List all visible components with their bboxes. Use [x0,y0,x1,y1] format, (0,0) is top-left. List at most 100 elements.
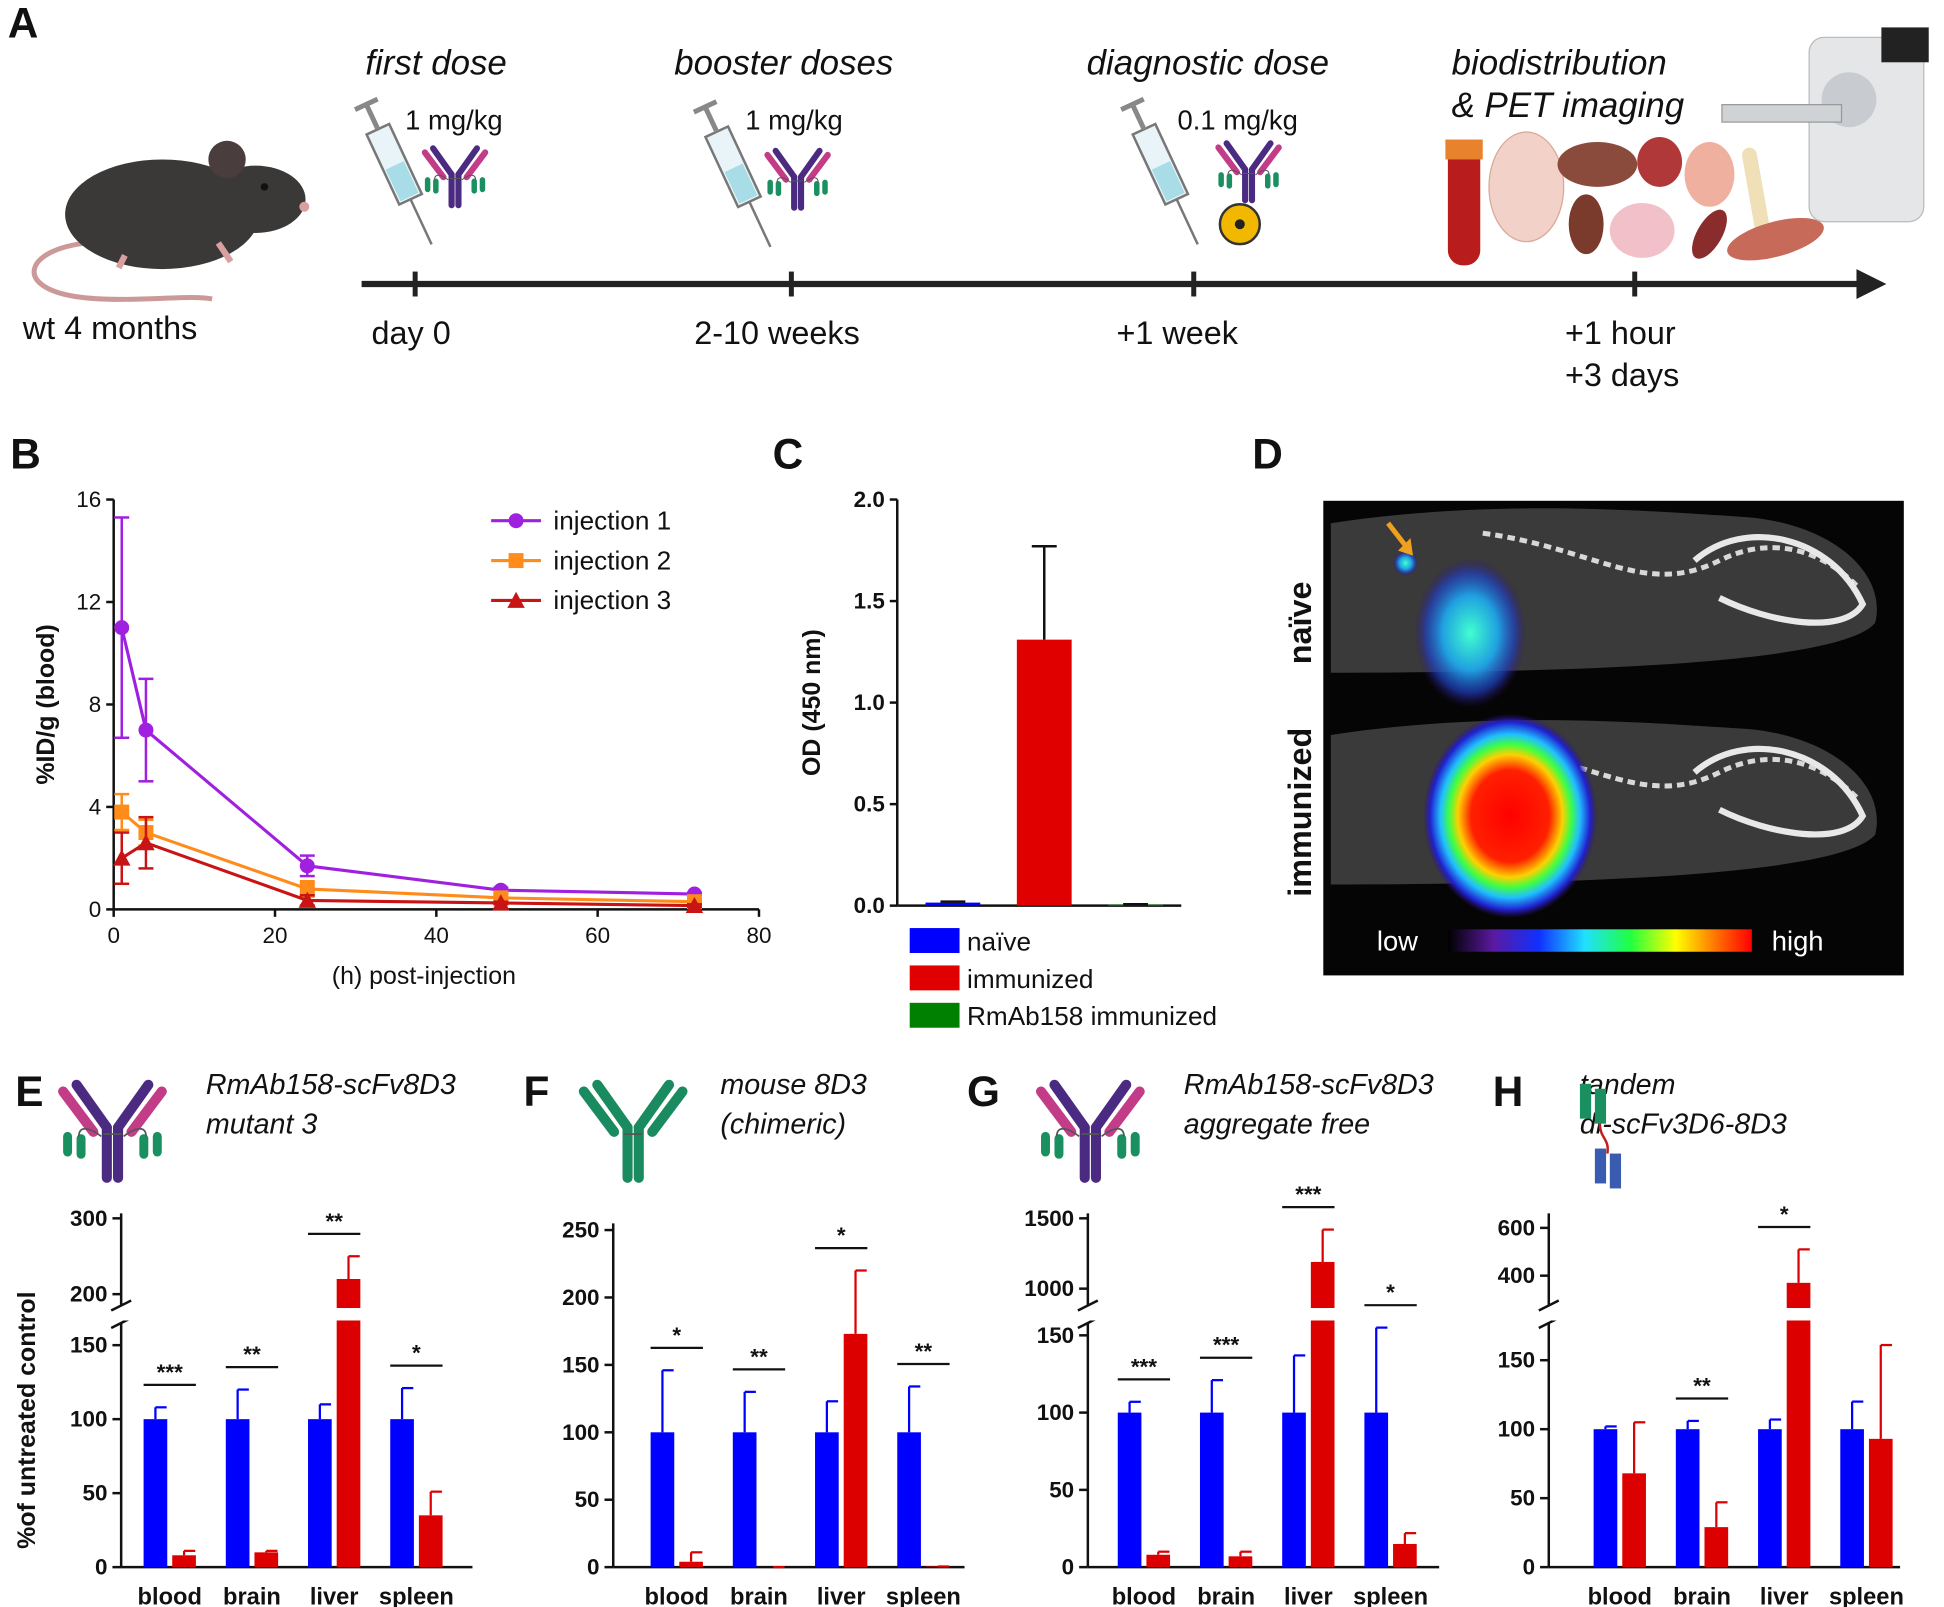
x-tick-label: spleen [1353,1585,1428,1607]
ct-skull [1692,534,1867,626]
lungs [1609,203,1675,258]
x-tick-label: brain [730,1585,788,1607]
scanner-screen [1881,27,1929,63]
brain [1488,131,1565,243]
panel-label: C [773,430,804,477]
panel-label: G [967,1068,1000,1115]
scfv [1594,1088,1607,1124]
antibody-chain [578,1086,620,1137]
radiation-center [1234,219,1245,230]
syringe-top [1120,96,1145,112]
y-tick-label: 200 [70,1282,107,1307]
x-tick-label: spleen [1829,1585,1904,1607]
y-tick-label: 8 [89,692,101,717]
bar [1016,639,1072,906]
syringe-needle [1175,198,1199,245]
bar [225,1419,250,1568]
axis-break [1077,1299,1099,1312]
break-gap [1551,1308,1903,1321]
x-tick-label: 20 [263,923,288,948]
y-tick-label: 150 [562,1352,599,1377]
x-tick-label: brain [1673,1585,1731,1607]
mouse-tail [31,240,213,302]
step-time: +1 week [1117,315,1239,351]
pet-spot [1393,550,1418,576]
timeline-arrow [1856,269,1887,299]
antibody-chain [647,1086,688,1137]
y-tick-label: 1.0 [854,690,885,715]
panel-label: H [1493,1068,1524,1115]
significance-label: * [412,1341,421,1366]
break-gap [123,1308,475,1321]
bar [1310,1261,1335,1568]
bar [1199,1412,1224,1568]
panel-label: A [8,0,39,46]
scfv [1594,1148,1607,1184]
scale-label: high [1772,925,1824,956]
y-tick-label: 0 [1062,1555,1074,1580]
ct-body [1330,508,1877,673]
y-tick-label: 0.5 [854,792,885,817]
legend-label: immunized [967,964,1093,994]
step-title: booster doses [674,44,893,83]
x-tick-label: 40 [424,923,449,948]
y-axis-label: %ID/g (blood) [32,624,60,784]
marker [114,620,130,636]
significance-label: *** [1213,1333,1239,1358]
antibody-chain [772,147,798,180]
significance-label: ** [325,1209,343,1234]
bar [1282,1412,1306,1568]
bar [897,1432,921,1568]
step-title: diagnostic dose [1087,44,1329,83]
scfv [1579,1083,1592,1119]
antibody-chain [58,1086,99,1137]
y-axis-label: %of untreated control [13,1291,41,1548]
bar [925,902,981,906]
x-tick-label: spleen [379,1585,454,1607]
syringe-needle [409,198,433,245]
panel-title: (chimeric) [720,1109,846,1141]
syringe-icon [1120,96,1199,245]
marker [114,804,130,820]
significance-label: * [837,1223,846,1248]
antibody-chain [71,1079,112,1133]
x-tick-label: liver [1760,1585,1809,1607]
y-tick-label: 0 [1523,1555,1535,1580]
mouse-eye [260,183,269,191]
y-tick-label: 400 [1498,1263,1535,1288]
y-tick-label: 150 [70,1333,107,1358]
row-label: immunized [1282,728,1318,897]
liver [1557,142,1638,187]
panel-title: mouse 8D3 [720,1069,867,1101]
pet-signal [1422,713,1598,919]
legend-swatch [909,928,960,953]
mouse-nose [299,201,310,212]
syringe-plunger [364,103,381,131]
ct-skull [1692,745,1867,838]
series-line [120,810,695,904]
x-tick-label: liver [817,1585,866,1607]
marker [299,881,315,897]
legend-swatch [909,965,960,991]
y-axis-label: OD (450 nm) [798,629,826,776]
y-tick-label: 150 [1037,1323,1074,1348]
antibody-icon [1035,1079,1145,1183]
bar [732,1432,757,1568]
significance-label: ** [243,1342,261,1367]
tandem-icon [1579,1083,1622,1189]
x-tick-label: blood [1588,1585,1652,1607]
break-gap [1090,1308,1442,1321]
mouse-leg [215,241,234,264]
significance-label: ** [750,1344,768,1369]
marker [685,896,704,914]
legend-label: injection 1 [553,505,671,535]
y-tick-label: 200 [562,1285,599,1310]
bar [143,1419,168,1568]
bar [1364,1412,1389,1568]
dose: 1 mg/kg [405,105,502,136]
legend-swatch [909,1002,960,1028]
bar [1758,1429,1782,1568]
x-tick-label: brain [223,1585,281,1607]
antibody-chain [1257,144,1282,176]
